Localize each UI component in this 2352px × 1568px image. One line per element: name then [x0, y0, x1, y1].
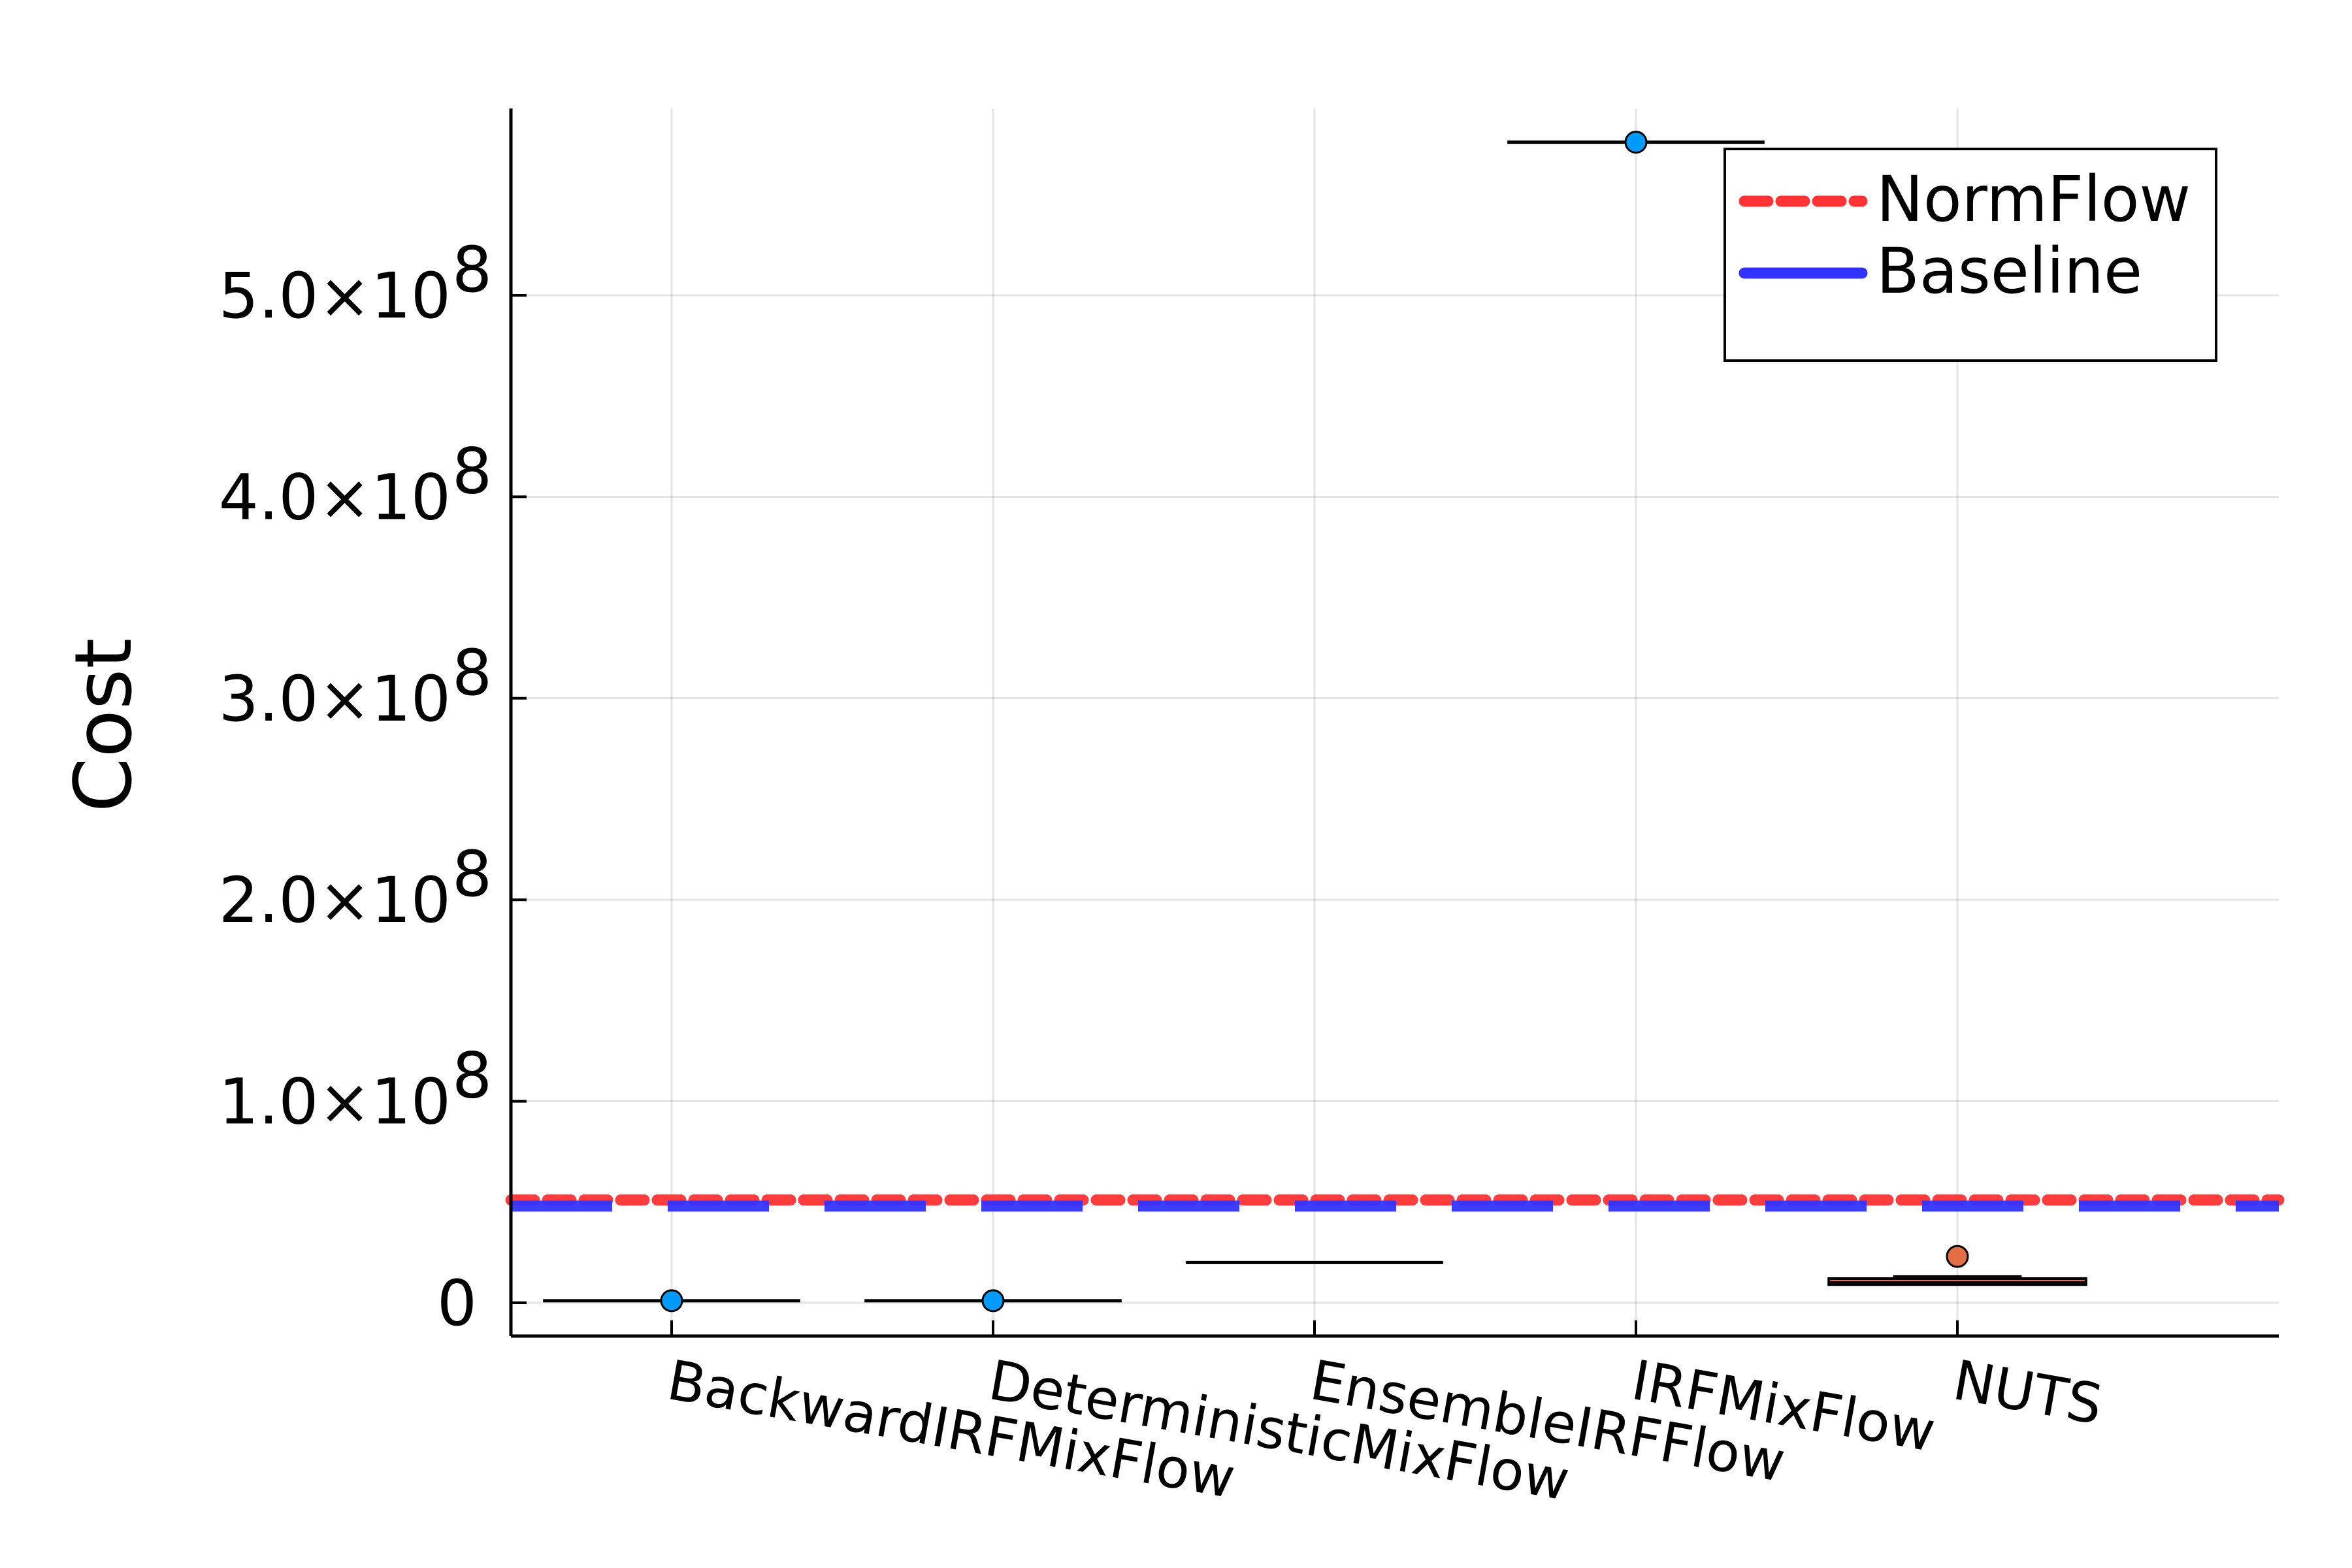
y-tick-exponent: 8: [452, 434, 492, 508]
y-tick-exponent: 8: [452, 233, 492, 306]
box-backwardirfmixflow: [543, 1289, 800, 1313]
box-nuts: [1827, 1245, 2087, 1286]
y-tick-exponent: 8: [452, 1039, 492, 1113]
box-deterministicmixflow: [864, 1289, 1122, 1313]
outlier-point: [1624, 131, 1648, 154]
outlier-point: [981, 1289, 1005, 1313]
y-tick-label: 0: [437, 1267, 477, 1340]
x-tick-label: NUTS: [1949, 1348, 2107, 1437]
y-axis-label: Cost: [59, 638, 150, 813]
outlier-point: [1946, 1245, 1969, 1268]
y-tick-label: 3.0×10: [219, 662, 451, 736]
y-tick-label: 2.0×10: [219, 864, 451, 937]
y-tick-exponent: 8: [452, 636, 492, 710]
y-tick-label: 1.0×10: [219, 1066, 451, 1139]
y-tick-label: 5.0×10: [219, 259, 451, 333]
legend-label-baseline: Baseline: [1876, 235, 2142, 308]
box-irfmixflow: [1507, 131, 1765, 154]
y-tick-label: 4.0×10: [219, 461, 451, 534]
legend-label-normflow: NormFlow: [1876, 163, 2191, 236]
y-tick-exponent: 8: [452, 838, 492, 911]
legend-box: [1723, 148, 2217, 362]
boxes: [543, 131, 2087, 1313]
reference-lines: [505, 1194, 2285, 1212]
outlier-point: [660, 1289, 683, 1313]
